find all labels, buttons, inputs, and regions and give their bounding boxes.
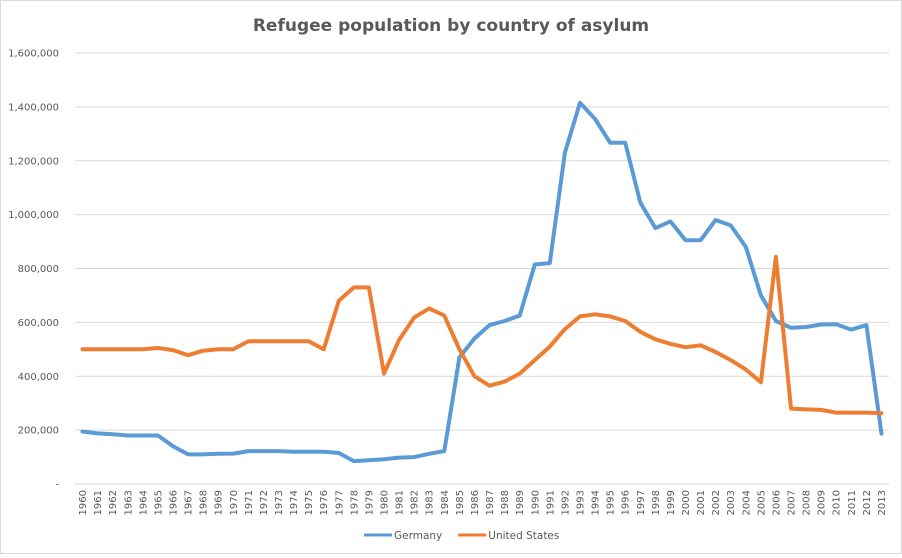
x-tick-label: 1988	[500, 490, 511, 515]
y-tick-label: 600,000	[18, 318, 59, 329]
x-tick-label: 1977	[334, 490, 345, 515]
x-tick-label: 1985	[455, 490, 466, 515]
x-tick-label: 1974	[289, 490, 300, 515]
x-tick-label: 2003	[726, 490, 737, 515]
x-axis-ticks: 1960 1961 1962 1963 1964 1965 1966 1967 1968 1969…	[78, 490, 888, 515]
y-axis-ticks: - 200,000 400,000 600,000 800,000 1,000,000 1,…	[8, 49, 59, 491]
x-tick-label: 1967	[184, 490, 195, 515]
x-tick-label: 1986	[470, 490, 481, 515]
x-tick-label: 2012	[862, 490, 873, 515]
legend: Germany United States	[364, 530, 559, 542]
legend-label: United States	[488, 530, 559, 542]
x-tick-label: 2008	[802, 490, 813, 515]
x-tick-label: 1975	[304, 490, 315, 515]
gridlines	[75, 52, 889, 485]
series-line-germany	[80, 100, 884, 464]
x-tick-label: 2009	[817, 490, 828, 515]
x-tick-label: 1973	[274, 490, 285, 515]
x-tick-label: 1983	[425, 490, 436, 515]
x-tick-label: 1976	[319, 490, 330, 515]
x-tick-label: 1972	[259, 490, 270, 515]
x-tick-label: 1978	[349, 490, 360, 515]
x-tick-label: 1994	[591, 490, 602, 515]
x-tick-label: 1989	[515, 490, 526, 515]
x-tick-label: 1990	[530, 490, 541, 515]
x-tick-label: 2005	[756, 490, 767, 515]
x-tick-label: 1982	[410, 490, 421, 515]
x-tick-label: 1966	[168, 490, 179, 515]
x-tick-label: 2006	[771, 490, 782, 515]
x-tick-label: 1993	[575, 490, 586, 515]
y-tick-label: 200,000	[18, 426, 59, 437]
y-tick-label: 400,000	[18, 372, 59, 383]
x-tick-label: 1970	[229, 490, 240, 515]
legend-label: Germany	[394, 530, 442, 542]
x-tick-label: 1960	[78, 490, 89, 515]
x-tick-label: 1979	[364, 490, 375, 515]
x-tick-label: 2000	[681, 490, 692, 515]
x-tick-label: 1992	[560, 490, 571, 515]
x-tick-label: 1971	[244, 490, 255, 515]
x-tick-label: 2011	[847, 490, 858, 515]
y-tick-label: -	[55, 480, 59, 491]
x-tick-label: 2004	[741, 490, 752, 515]
x-tick-label: 2007	[787, 490, 798, 515]
x-tick-label: 2001	[696, 490, 707, 515]
x-tick-label: 1961	[93, 490, 104, 515]
y-tick-label: 1,000,000	[8, 210, 59, 221]
x-tick-label: 2013	[877, 490, 888, 515]
x-tick-label: 1962	[108, 490, 119, 515]
chart-title: Refugee population by country of asylum	[253, 16, 649, 36]
x-tick-label: 1997	[636, 490, 647, 515]
series-lines	[80, 100, 884, 464]
y-tick-label: 1,600,000	[8, 49, 59, 60]
x-tick-label: 1984	[440, 490, 451, 515]
x-tick-label: 1981	[395, 490, 406, 515]
y-tick-label: 800,000	[18, 264, 59, 275]
x-tick-label: 1999	[666, 490, 677, 515]
x-tick-label: 1968	[199, 490, 210, 515]
x-tick-label: 2010	[832, 490, 843, 515]
x-tick-label: 1965	[153, 490, 164, 515]
x-tick-label: 1969	[214, 490, 225, 515]
x-tick-label: 1996	[621, 490, 632, 515]
series-line-united-states	[80, 254, 884, 416]
x-tick-label: 1980	[380, 490, 391, 515]
x-tick-label: 1964	[138, 490, 149, 515]
x-tick-label: 2002	[711, 490, 722, 515]
x-tick-label: 1998	[651, 490, 662, 515]
x-tick-label: 1991	[545, 490, 556, 515]
x-tick-label: 1995	[606, 490, 617, 515]
x-tick-label: 1963	[123, 490, 134, 515]
y-tick-label: 1,400,000	[8, 102, 59, 113]
x-tick-label: 1987	[485, 490, 496, 515]
y-tick-label: 1,200,000	[8, 156, 59, 167]
